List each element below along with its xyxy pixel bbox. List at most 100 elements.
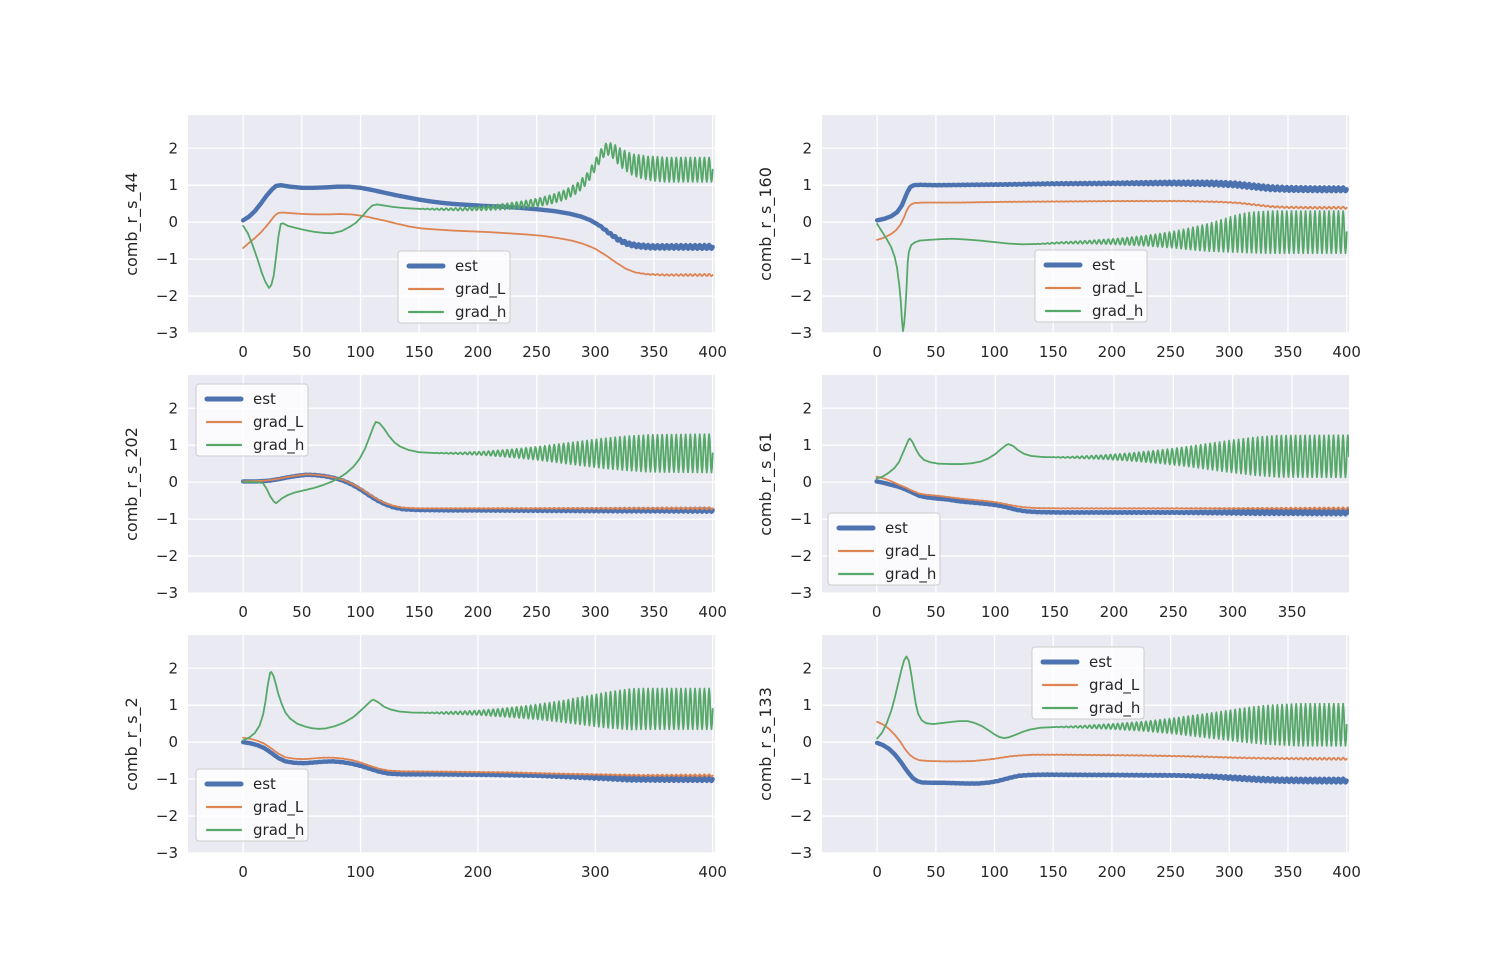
- series-group: [874, 179, 1349, 333]
- legend-entry-label: grad_h: [885, 565, 936, 584]
- y-tick-label: 0: [802, 473, 812, 491]
- x-tick-label: 300: [581, 603, 610, 621]
- series-group: [240, 421, 715, 514]
- x-tick-label: 400: [698, 863, 727, 881]
- x-tick-label: 50: [926, 863, 945, 881]
- legend-entry-label: grad_h: [253, 821, 304, 840]
- y-tick-label: −1: [156, 770, 178, 788]
- chart-svg: 0 50 100 150 200 250 300 350 −3 −2 −1 0 1 2 comb_r_s_6…: [756, 375, 1349, 621]
- series-est-line: [874, 740, 1349, 786]
- y-tick-label: −2: [790, 287, 812, 305]
- x-tick-label: 0: [872, 343, 882, 361]
- x-tick-label: 250: [522, 343, 551, 361]
- series-group: [874, 434, 1349, 517]
- x-tick-label: 100: [346, 863, 375, 881]
- x-tick-label: 250: [1156, 863, 1185, 881]
- y-tick-label: −1: [790, 250, 812, 268]
- y-tick-label: −1: [156, 250, 178, 268]
- series-grad_h-line: [242, 671, 714, 742]
- legend-entry-label: est: [253, 775, 276, 793]
- y-tick-label: 1: [802, 436, 812, 454]
- y-tick-label: 2: [168, 399, 178, 417]
- y-axis-label: comb_r_s_44: [122, 172, 142, 276]
- y-tick-label: 2: [802, 139, 812, 157]
- legend-entry-label: grad_L: [455, 280, 506, 299]
- y-tick-label: −3: [790, 584, 812, 602]
- legend: est grad_L grad_h: [827, 512, 941, 586]
- chart-svg: 0 50 100 150 200 250 300 350 400 −3 −2 −1 0 1 2 comb_r_…: [756, 635, 1361, 881]
- x-tick-label: 100: [981, 603, 1010, 621]
- subplot-comb_r_s_202: 0 50 100 150 200 250 300 350 400 −3 −2 −1 0 1 2 comb_r_…: [113, 361, 733, 631]
- x-tick-label: 200: [464, 603, 493, 621]
- legend-box: [195, 768, 309, 842]
- subplot-comb_r_s_133: 0 50 100 150 200 250 300 350 400 −3 −2 −1 0 1 2 comb_r_…: [747, 621, 1367, 891]
- x-tick-label: 250: [522, 603, 551, 621]
- legend: est grad_L grad_h: [195, 383, 309, 457]
- legend-entry-label: est: [1092, 256, 1115, 274]
- y-tick-label: 2: [168, 139, 178, 157]
- series-est-line: [240, 739, 715, 784]
- series-grad_L-line: [875, 475, 1349, 511]
- y-tick-label: 0: [168, 213, 178, 231]
- legend-box: [195, 383, 309, 457]
- series-grad_L-line: [876, 720, 1348, 763]
- legend-entry-label: est: [1089, 653, 1112, 671]
- legend-entry-label: est: [455, 257, 478, 275]
- legend: est grad_L grad_h: [1031, 646, 1145, 720]
- legend-box: [397, 250, 511, 324]
- x-tick-label: 400: [698, 343, 727, 361]
- legend-entry-label: grad_h: [455, 303, 506, 322]
- subplot-comb_r_s_61: 0 50 100 150 200 250 300 350 −3 −2 −1 0 1 2 comb_r_s_6…: [747, 361, 1367, 631]
- x-tick-label: 200: [464, 343, 493, 361]
- y-tick-label: 1: [802, 176, 812, 194]
- x-tick-label: 200: [464, 863, 493, 881]
- y-tick-label: −3: [790, 324, 812, 342]
- x-tick-label: 350: [1278, 603, 1307, 621]
- x-tick-label: 150: [1039, 863, 1068, 881]
- x-tick-label: 50: [926, 603, 945, 621]
- y-axis-label: comb_r_s_2: [122, 697, 142, 790]
- x-tick-label: 300: [581, 343, 610, 361]
- y-tick-label: 1: [168, 436, 178, 454]
- y-tick-label: 1: [168, 176, 178, 194]
- subplot-comb_r_s_44: 0 50 100 150 200 250 300 350 400 −3 −2 −1 0 1 2 comb_r_…: [113, 101, 733, 371]
- y-axis-label: comb_r_s_133: [756, 687, 776, 801]
- legend-entry-label: grad_L: [253, 798, 304, 817]
- chart-svg: 0 50 100 150 200 250 300 350 400 −3 −2 −1 0 1 2 comb_r_…: [122, 115, 727, 361]
- x-tick-label: 250: [1156, 343, 1185, 361]
- legend-entry-label: grad_h: [1089, 699, 1140, 718]
- series-grad_L-line: [242, 736, 714, 778]
- y-tick-label: −2: [156, 807, 178, 825]
- series-group: [874, 655, 1349, 786]
- y-tick-label: 0: [802, 733, 812, 751]
- series-grad_h-line: [242, 142, 714, 289]
- x-tick-label: 0: [872, 603, 882, 621]
- x-tick-label: 350: [640, 343, 669, 361]
- subplot-comb_r_s_2: 0 100 200 300 400 −3 −2 −1 0 1 2 comb_r_s_2 est grad_…: [113, 621, 733, 891]
- x-tick-label: 50: [292, 603, 311, 621]
- x-tick-label: 100: [980, 343, 1009, 361]
- y-tick-label: −2: [156, 287, 178, 305]
- x-tick-label: 300: [1215, 343, 1244, 361]
- chart-svg: 0 50 100 150 200 250 300 350 400 −3 −2 −1 0 1 2 comb_r_…: [756, 115, 1361, 361]
- y-axis-label: comb_r_s_61: [756, 432, 776, 536]
- series-grad_L-line: [242, 473, 714, 511]
- legend-entry-label: est: [253, 390, 276, 408]
- legend-entry-label: grad_L: [885, 542, 936, 561]
- y-tick-label: 2: [168, 659, 178, 677]
- legend-entry-label: grad_L: [253, 413, 304, 432]
- legend: est grad_L grad_h: [1034, 249, 1148, 323]
- x-tick-label: 50: [926, 343, 945, 361]
- y-tick-label: 1: [802, 696, 812, 714]
- series-grad_h-line: [242, 421, 714, 505]
- x-tick-label: 300: [1215, 863, 1244, 881]
- y-tick-label: −3: [156, 584, 178, 602]
- x-tick-label: 0: [238, 863, 248, 881]
- y-axis-label: comb_r_s_202: [122, 427, 142, 541]
- x-tick-label: 300: [581, 863, 610, 881]
- x-tick-label: 200: [1100, 603, 1129, 621]
- series-grad_h-line: [876, 655, 1348, 747]
- y-tick-label: 2: [802, 399, 812, 417]
- x-tick-label: 400: [1332, 863, 1361, 881]
- x-tick-label: 150: [405, 343, 434, 361]
